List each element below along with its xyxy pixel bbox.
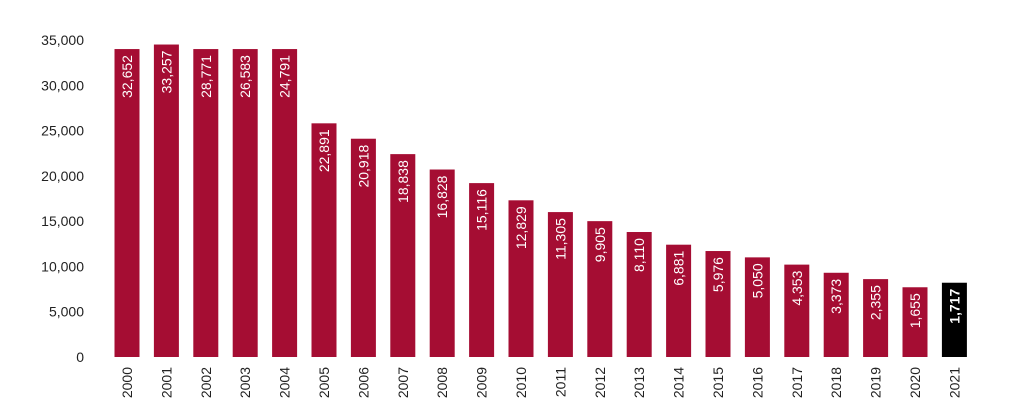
x-tick-label-2007: 2007 (395, 367, 411, 398)
data-label-2000: 32,652 (119, 55, 135, 98)
data-label-2001: 33,257 (158, 50, 174, 93)
data-label-2014: 6,881 (671, 250, 687, 285)
data-label-2013: 8,110 (631, 238, 647, 272)
bar-2018 (823, 272, 849, 357)
data-label-2009: 15,116 (474, 189, 490, 231)
data-label-2004: 24,791 (277, 55, 293, 98)
bar-2020 (902, 287, 928, 357)
data-label-2003: 26,583 (237, 55, 253, 98)
x-tick-label-2005: 2005 (316, 367, 332, 398)
bar-2010 (508, 200, 534, 357)
data-label-2012: 9,905 (592, 227, 608, 262)
bar-2011 (547, 212, 573, 357)
data-label-2002: 28,771 (198, 55, 214, 98)
x-tick-label-2003: 2003 (237, 367, 253, 398)
x-tick-label-2015: 2015 (710, 367, 726, 398)
y-tick-label: 30,000 (41, 77, 84, 93)
bar-2006 (350, 138, 376, 357)
y-tick-label: 25,000 (41, 123, 84, 139)
y-tick-label: 15,000 (41, 213, 84, 229)
bars-group: 32,652 33,257 28,771 26,583 24,791 22,891 20,9… (114, 44, 967, 358)
bar-2015 (705, 251, 731, 357)
data-label-2020: 1,655 (907, 293, 923, 328)
bar-2009 (469, 183, 495, 357)
x-tick-label-2011: 2011 (552, 367, 568, 397)
y-axis: 0 5,000 10,000 15,000 20,000 25,000 30,000 35,0… (41, 32, 84, 365)
x-tick-label-2017: 2017 (789, 367, 805, 398)
y-tick-label: 5,000 (49, 304, 84, 320)
y-tick-label: 10,000 (41, 258, 84, 274)
x-tick-label-2001: 2001 (158, 367, 174, 398)
x-tick-label-2002: 2002 (198, 367, 214, 398)
x-tick-label-2008: 2008 (434, 367, 450, 398)
x-tick-label-2009: 2009 (474, 367, 490, 398)
bar-2000 (114, 49, 140, 358)
bar-2012 (587, 221, 613, 357)
x-tick-label-2000: 2000 (119, 367, 135, 398)
bar-2016 (744, 257, 770, 357)
x-tick-label-2021: 2021 (946, 367, 962, 398)
x-tick-label-2013: 2013 (631, 367, 647, 398)
y-tick-label: 0 (76, 349, 84, 365)
bar-2002 (193, 49, 219, 358)
data-label-2007: 18,838 (395, 160, 411, 203)
data-label-2017: 4,353 (789, 270, 805, 305)
x-axis: 2000 2001 2002 2003 2004 2005 2006 2007 2008 2009… (119, 367, 962, 398)
x-tick-label-2016: 2016 (749, 367, 765, 398)
bar-2003 (232, 49, 258, 358)
bar-2019 (863, 279, 889, 357)
data-label-2021: 1,717 (946, 289, 962, 324)
x-tick-label-2018: 2018 (828, 367, 844, 398)
bar-2008 (429, 169, 455, 357)
x-tick-label-2006: 2006 (355, 367, 371, 398)
x-tick-label-2014: 2014 (671, 367, 687, 398)
x-tick-label-2019: 2019 (868, 367, 884, 398)
x-tick-label-2012: 2012 (592, 367, 608, 398)
x-tick-label-2020: 2020 (907, 367, 923, 398)
bar-2004 (272, 49, 298, 358)
x-tick-label-2004: 2004 (277, 367, 293, 398)
bar-2007 (390, 154, 416, 357)
bar-2005 (311, 123, 337, 357)
bar-2021 (941, 282, 967, 357)
y-tick-label: 35,000 (41, 32, 84, 48)
data-label-2019: 2,355 (868, 285, 884, 320)
data-label-2016: 5,050 (749, 263, 765, 298)
y-tick-label: 20,000 (41, 168, 84, 184)
data-label-2011: 11,305 (552, 218, 568, 260)
data-label-2005: 22,891 (316, 129, 332, 172)
data-label-2018: 3,373 (828, 279, 844, 314)
bar-2017 (784, 264, 810, 357)
bar-2001 (153, 44, 179, 358)
data-label-2010: 12,829 (513, 206, 529, 249)
data-label-2015: 5,976 (710, 257, 726, 292)
data-label-2006: 20,918 (355, 145, 371, 188)
data-label-2008: 16,828 (434, 175, 450, 218)
bar-2014 (666, 244, 692, 357)
bar-2013 (626, 232, 652, 357)
x-tick-label-2010: 2010 (513, 367, 529, 398)
